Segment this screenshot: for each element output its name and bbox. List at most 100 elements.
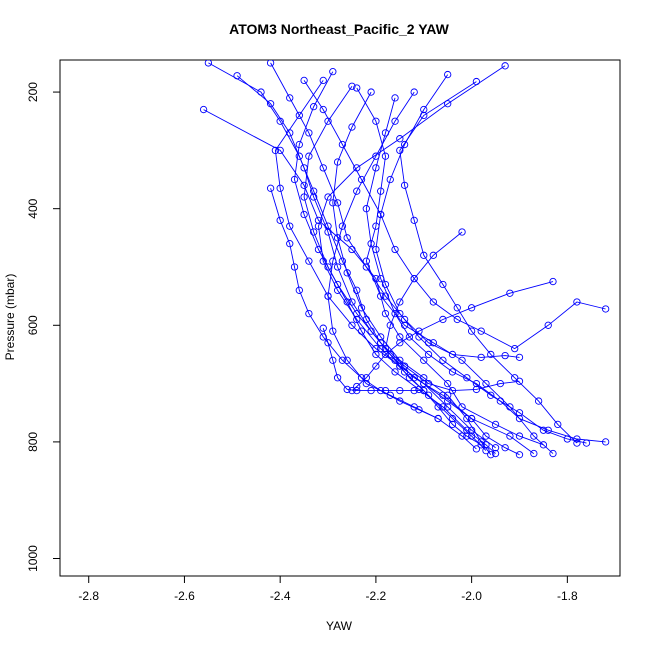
data-point bbox=[434, 414, 442, 423]
data-point bbox=[386, 175, 394, 184]
data-point bbox=[444, 403, 452, 411]
data-point bbox=[444, 391, 452, 399]
data-point bbox=[544, 321, 552, 329]
data-point bbox=[286, 94, 294, 102]
data-point bbox=[515, 353, 524, 362]
x-tick-label: -2.4 bbox=[270, 589, 291, 603]
data-point bbox=[482, 446, 490, 455]
data-point bbox=[444, 100, 452, 108]
data-point bbox=[286, 222, 294, 230]
data-point bbox=[324, 292, 332, 300]
data-point bbox=[310, 187, 318, 195]
data-point bbox=[314, 216, 323, 224]
series-line bbox=[356, 87, 554, 454]
data-point bbox=[314, 222, 323, 230]
data-point bbox=[357, 304, 366, 312]
data-point bbox=[439, 356, 447, 364]
data-point bbox=[333, 280, 342, 289]
data-point bbox=[338, 140, 347, 149]
data-point bbox=[233, 72, 241, 80]
data-point bbox=[444, 397, 452, 405]
data-point bbox=[458, 228, 466, 236]
data-point bbox=[400, 368, 409, 376]
series-line bbox=[332, 91, 492, 455]
series bbox=[329, 88, 495, 459]
data-point bbox=[491, 420, 500, 429]
data-point bbox=[266, 184, 275, 192]
data-point bbox=[415, 406, 423, 414]
data-point bbox=[467, 327, 476, 335]
data-point bbox=[266, 60, 275, 67]
data-point bbox=[300, 181, 308, 190]
series bbox=[300, 76, 610, 353]
data-point bbox=[448, 420, 457, 429]
data-point bbox=[338, 356, 347, 364]
data-point bbox=[458, 356, 466, 364]
data-point bbox=[343, 234, 351, 242]
series bbox=[319, 324, 428, 395]
data-point bbox=[372, 245, 380, 254]
data-point bbox=[396, 386, 404, 395]
data-point bbox=[539, 441, 548, 449]
data-point bbox=[367, 240, 375, 248]
data-point bbox=[448, 350, 457, 359]
data-point bbox=[324, 228, 332, 236]
data-point bbox=[310, 102, 318, 111]
data-point bbox=[381, 152, 390, 160]
data-point bbox=[534, 397, 543, 405]
data-point bbox=[391, 309, 399, 318]
data-point bbox=[319, 324, 327, 332]
data-point bbox=[400, 315, 409, 324]
data-point bbox=[496, 379, 504, 388]
data-point bbox=[310, 193, 318, 201]
series-line bbox=[375, 74, 587, 444]
series bbox=[353, 84, 557, 458]
data-point bbox=[410, 88, 418, 96]
data-point bbox=[324, 222, 332, 230]
data-point bbox=[420, 105, 428, 114]
series bbox=[233, 72, 538, 458]
data-point bbox=[319, 105, 327, 114]
data-point bbox=[448, 414, 457, 423]
y-axis: 200 400 600 800 1000 bbox=[26, 82, 60, 572]
data-point bbox=[515, 409, 524, 417]
data-point bbox=[410, 274, 418, 283]
data-point bbox=[290, 175, 299, 184]
data-point bbox=[300, 76, 308, 85]
data-point bbox=[319, 164, 327, 172]
data-point bbox=[381, 344, 390, 353]
x-tick-label: -2.0 bbox=[461, 589, 482, 603]
series-line bbox=[274, 80, 520, 456]
data-point bbox=[343, 385, 351, 394]
series bbox=[362, 94, 610, 446]
series-line bbox=[203, 109, 544, 446]
data-point bbox=[549, 449, 557, 458]
data-point bbox=[353, 315, 361, 324]
data-point bbox=[381, 280, 390, 289]
data-point bbox=[424, 339, 433, 347]
data-point bbox=[372, 350, 380, 359]
series bbox=[266, 60, 524, 362]
data-point bbox=[405, 374, 414, 382]
data-point bbox=[400, 181, 409, 190]
data-point bbox=[353, 382, 361, 391]
data-point bbox=[563, 435, 572, 443]
data-point bbox=[472, 385, 481, 394]
data-point bbox=[515, 451, 524, 459]
series bbox=[266, 184, 442, 423]
data-point bbox=[405, 333, 414, 341]
data-point bbox=[386, 321, 394, 329]
data-point bbox=[400, 362, 409, 370]
data-point bbox=[353, 187, 361, 195]
data-point bbox=[295, 111, 303, 120]
data-point bbox=[573, 298, 581, 306]
data-point bbox=[453, 315, 461, 324]
series-line bbox=[270, 188, 439, 420]
series-line bbox=[236, 75, 535, 454]
data-point bbox=[463, 432, 471, 440]
y-tick-label: 800 bbox=[26, 432, 40, 452]
data-point bbox=[276, 146, 284, 155]
data-point bbox=[429, 251, 437, 259]
x-tick-label: -2.6 bbox=[174, 589, 195, 603]
